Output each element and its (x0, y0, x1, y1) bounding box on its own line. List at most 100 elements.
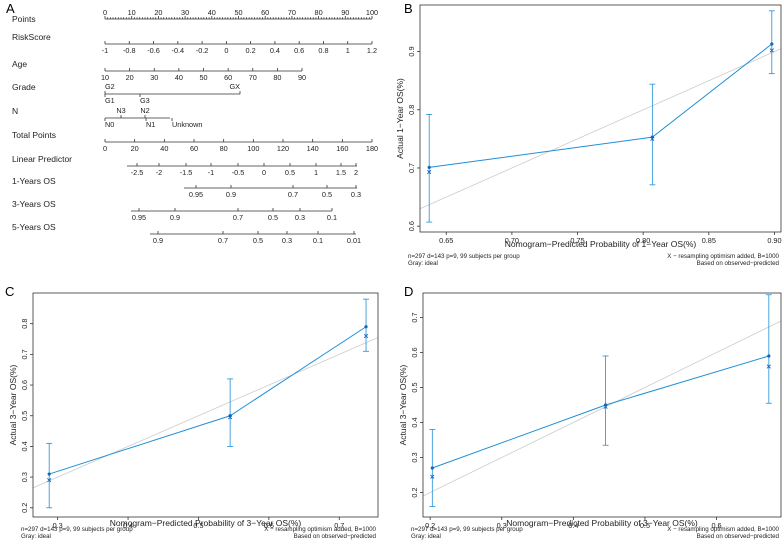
panel-d-x-tick-label: 0.3 (497, 521, 507, 530)
nomogram-row-5-tick-label: 100 (247, 144, 259, 153)
panel-d-footer-left: n=297 d=143 p=9, 99 subjects per group (411, 526, 523, 533)
panel-c-footer-left: Gray: ideal (21, 533, 51, 540)
nomogram-row-7-tick-label: 0.5 (322, 190, 332, 199)
panel-letter-a: A (6, 1, 15, 16)
nomogram-row-9-tick-label: 0.5 (253, 236, 263, 245)
panel-c-observed-line (49, 326, 367, 475)
nomogram-row-1-tick-label: 1.2 (367, 46, 377, 55)
panel-c-corrected-point (47, 478, 52, 483)
panel-b-observed-point (770, 42, 774, 46)
nomogram-row-9-tick-label: 0.01 (347, 236, 361, 245)
nomogram-row-1-tick-label: 1 (346, 46, 350, 55)
panel-c-y-tick-label: 0.2 (20, 503, 29, 513)
nomogram-row-5-tick-label: 20 (131, 144, 139, 153)
nomogram-row-2-tick-label: 90 (298, 73, 306, 82)
nomogram-row-2-tick-label: 40 (175, 73, 183, 82)
panel-c-x-tick-label: 0.3 (53, 521, 63, 530)
panel-d-y-tick-label: 0.7 (410, 312, 419, 322)
panel-b-plot-frame (419, 4, 782, 233)
nomogram-row-2-tick-label: 10 (101, 73, 109, 82)
panel-c-plot-frame (32, 292, 379, 518)
panel-b-y-tick-label: 0.6 (407, 221, 416, 231)
nomogram-row-1-tick-label: -1 (102, 46, 109, 55)
nomogram-row-0-tick-label: 70 (288, 8, 296, 17)
nomogram-row-8-tick-label: 0.95 (132, 213, 146, 222)
nomogram-row-4-category-label: N1 (146, 120, 155, 129)
panel-b-ideal-line (419, 48, 782, 210)
panel-c-x-tick-label: 0.7 (334, 521, 344, 530)
panel-d-x-tick-label: 0.2 (425, 521, 435, 530)
calibration-panel-c: 0.3 0.4 0.5 0.6 0.7 0.2 0.3 0.4 0.5 0.6 0.7 0.8 Nomo… (8, 292, 379, 540)
panel-c-x-axis-title: Nomogram−Predicted Probability of 3−Year… (110, 518, 302, 528)
nomogram-row-5-tick-label: 140 (307, 144, 319, 153)
nomogram-row-2-tick-label: 70 (249, 73, 257, 82)
panel-c-footer-left: n=297 d=143 p=9, 99 subjects per group (21, 526, 133, 533)
panel-d-footer-right: Based on observed−predicted (697, 533, 780, 540)
nomogram-row-0-tick-label: 60 (261, 8, 269, 17)
panel-d-y-tick-label: 0.5 (410, 382, 419, 392)
calibration-panel-b: 0.65 0.70 0.75 0.80 0.85 0.90 0.6 0.7 0.8 0.9 Nomo… (395, 4, 782, 267)
panel-letter-c: C (5, 284, 14, 299)
panel-c-y-tick-label: 0.6 (20, 380, 29, 390)
panel-c-y-tick-label: 0.3 (20, 472, 29, 482)
panel-b-footer-left: Gray: ideal (408, 260, 438, 267)
panel-c-x-tick-label: 0.6 (264, 521, 274, 530)
panel-c-y-tick-label: 0.7 (20, 349, 29, 359)
panel-c-x-tick-label: 0.5 (193, 521, 203, 530)
nomogram-row-0-tick-label: 90 (341, 8, 349, 17)
nomogram-row-2-tick-label: 30 (150, 73, 158, 82)
panel-d-corrected-point (430, 474, 435, 479)
panel-d-corrected-point (603, 404, 608, 409)
panel-d-x-tick-label: 0.5 (640, 521, 650, 530)
panel-b-footer-right: X − resampling optimism added, B=1000 (667, 253, 779, 260)
nomogram-row-6-label: Linear Predictor (12, 154, 72, 164)
nomogram-row-7-tick-label: 0.3 (351, 190, 361, 199)
nomogram-row-5-tick-label: 80 (220, 144, 228, 153)
nomogram-row-3-category-label: G1 (105, 96, 115, 105)
panel-d-plot-frame (422, 292, 782, 518)
nomogram-row-6-tick-label: 1.5 (336, 168, 346, 177)
nomogram-row-6-tick-label: -2 (156, 168, 163, 177)
panel-c-y-tick-label: 0.5 (20, 411, 29, 421)
nomogram-row-0-tick-label: 20 (154, 8, 162, 17)
nomogram-row-5-tick-label: 40 (160, 144, 168, 153)
panel-b-x-axis-title: Nomogram−Predicted Probability of 1−Year… (505, 239, 697, 249)
nomogram-row-1-tick-label: -0.8 (123, 46, 136, 55)
panel-d-observed-point (767, 354, 771, 358)
panel-b-x-tick-label: 0.65 (439, 236, 453, 245)
panel-b-x-tick-label: 0.70 (505, 236, 519, 245)
nomogram-row-8-tick-label: 0.1 (327, 213, 337, 222)
panel-d-observed-point (430, 466, 434, 470)
panel-d-footer-left: Gray: ideal (411, 533, 441, 540)
nomogram-row-0-tick-label: 0 (103, 8, 107, 17)
panel-b-y-tick-label: 0.8 (407, 105, 416, 115)
panel-c-corrected-point (228, 415, 233, 420)
nomogram-row-9-tick-label: 0.1 (313, 236, 323, 245)
panel-b-x-tick-label: 0.85 (702, 236, 716, 245)
nomogram-row-6-tick-label: -1 (208, 168, 215, 177)
nomogram-row-3-label: Grade (12, 82, 36, 92)
panel-d-observed-line (432, 355, 769, 469)
nomogram-row-1-tick-label: 0.4 (270, 46, 280, 55)
panel-c-y-tick-label: 0.8 (20, 319, 29, 329)
nomogram-row-1-tick-label: -0.6 (147, 46, 160, 55)
nomogram-row-0-tick-label: 30 (181, 8, 189, 17)
nomogram-row-4-category-label: N0 (105, 120, 114, 129)
nomogram-row-2-tick-label: 60 (224, 73, 232, 82)
nomogram-row-2-tick-label: 80 (273, 73, 281, 82)
nomogram-row-6-tick-label: 2 (354, 168, 358, 177)
panel-d-corrected-point (766, 364, 771, 369)
panel-c-footer-right: X − resampling optimism added, B=1000 (264, 526, 376, 533)
panel-b-footer-right: Based on observed−predicted (697, 260, 780, 267)
nomogram-row-6-tick-label: 0.5 (285, 168, 295, 177)
nomogram-row-7-tick-label: 0.9 (226, 190, 236, 199)
nomogram-row-6-tick-label: 1 (314, 168, 318, 177)
nomogram-row-7-tick-label: 0.95 (189, 190, 203, 199)
nomogram-row-4-category-label: Unknown (172, 120, 202, 129)
nomogram-row-5-tick-label: 120 (277, 144, 289, 153)
nomogram-row-1-tick-label: 0.2 (246, 46, 256, 55)
nomogram-row-5-tick-label: 180 (366, 144, 378, 153)
panel-b-y-tick-label: 0.7 (407, 163, 416, 173)
